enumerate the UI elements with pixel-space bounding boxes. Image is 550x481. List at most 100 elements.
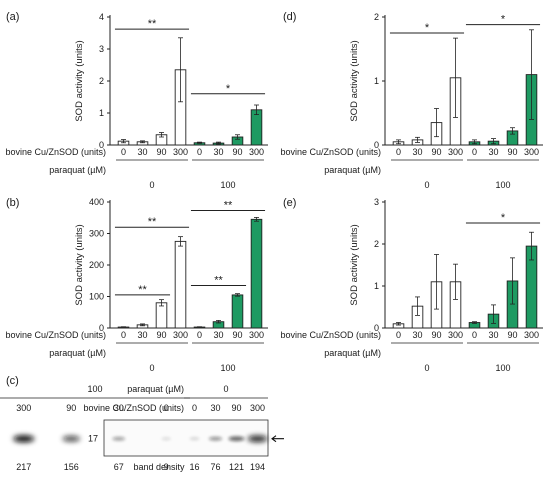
band-density-value-c: 121 [229, 462, 244, 472]
significance-mark-a: * [226, 83, 231, 95]
y-tick-label-b: 400 [89, 197, 104, 207]
band-density-value-c: 76 [210, 462, 220, 472]
y-tick-label-d: 0 [374, 140, 379, 150]
blot-band-c [208, 436, 223, 441]
blot-band-c [247, 435, 268, 442]
dose-label-a: 300 [249, 147, 264, 157]
dose-label-e: 300 [448, 330, 463, 340]
paraquat-group-label-d: 100 [495, 180, 510, 190]
dose-label-a: 90 [232, 147, 242, 157]
dose-label-b: 300 [249, 330, 264, 340]
dose-label-e: 90 [507, 330, 517, 340]
row-label-cuzn-d: bovine Cu/ZnSOD (units) [280, 147, 381, 157]
y-tick-label-a: 0 [99, 140, 104, 150]
dose-label-e: 0 [472, 330, 477, 340]
dose-label-e: 300 [524, 330, 539, 340]
blot-band-c [13, 435, 35, 443]
y-tick-label-b: 0 [99, 323, 104, 333]
dose-label-d: 0 [472, 147, 477, 157]
significance-mark-d: * [501, 14, 506, 26]
bar-b-pq0-dose300 [174, 240, 187, 329]
significance-mark-b: ** [148, 216, 157, 228]
blot-band-c [62, 435, 81, 442]
row-label-cuzn-a: bovine Cu/ZnSOD (units) [5, 147, 106, 157]
y-tick-label-e: 0 [374, 323, 379, 333]
row-label-paraquat-a: paraquat (µM) [49, 165, 106, 175]
paraquat-group-label-a: 100 [220, 180, 235, 190]
y-tick-label-a: 3 [99, 44, 104, 54]
dose-label-c: 300 [16, 403, 31, 413]
band-density-value-c: 217 [16, 462, 31, 472]
panel-label-b: (b) [6, 197, 19, 209]
dose-label-d: 300 [448, 147, 463, 157]
paraquat-group-label-a: 0 [149, 180, 154, 190]
blot-band-c [161, 437, 171, 440]
dose-label-c: 0 [192, 403, 197, 413]
paraquat-group-label-c: 0 [223, 384, 228, 394]
significance-mark-b: ** [138, 284, 147, 296]
panel-label-d: (d) [283, 11, 296, 23]
dose-label-a: 0 [197, 147, 202, 157]
paraquat-group-label-b: 100 [220, 363, 235, 373]
significance-mark-e: * [501, 212, 506, 224]
row-label-cuzn-e: bovine Cu/ZnSOD (units) [280, 330, 381, 340]
dose-label-b: 0 [121, 330, 126, 340]
paraquat-group-label-e: 100 [495, 363, 510, 373]
y-tick-label-b: 300 [89, 229, 104, 239]
mw-marker-c: 17 [88, 434, 98, 444]
bar-b-pq100-dose300 [250, 218, 263, 329]
dose-label-a: 90 [156, 147, 166, 157]
y-tick-label-e: 2 [374, 239, 379, 249]
significance-mark-b: ** [224, 200, 233, 212]
y-axis-label-a: SOD activity (units) [74, 40, 85, 121]
dose-label-a: 30 [213, 147, 223, 157]
y-axis-label-e: SOD activity (units) [349, 224, 360, 305]
row-label-cuzn-b: bovine Cu/ZnSOD (units) [5, 330, 106, 340]
dose-label-a: 30 [137, 147, 147, 157]
dose-label-e: 0 [396, 330, 401, 340]
dose-label-c: 300 [250, 403, 265, 413]
band-density-value-c: 9 [164, 462, 169, 472]
row-label-paraquat-e: paraquat (µM) [324, 348, 381, 358]
dose-label-c: 0 [164, 403, 169, 413]
band-density-value-c: 16 [189, 462, 199, 472]
dose-label-d: 90 [431, 147, 441, 157]
dose-label-b: 30 [137, 330, 147, 340]
dose-label-a: 300 [173, 147, 188, 157]
band-density-value-c: 156 [64, 462, 79, 472]
dose-label-c: 90 [66, 403, 76, 413]
y-tick-label-b: 200 [89, 260, 104, 270]
paraquat-group-label-c: 100 [87, 384, 102, 394]
dose-label-d: 300 [524, 147, 539, 157]
paraquat-group-label-e: 0 [424, 363, 429, 373]
row-label-paraquat-c: paraquat (µM) [127, 384, 184, 394]
band-density-value-c: 67 [114, 462, 124, 472]
dose-label-a: 0 [121, 147, 126, 157]
y-axis-label-b: SOD activity (units) [74, 224, 85, 305]
dose-label-c: 30 [210, 403, 220, 413]
panel-label-e: (e) [283, 197, 296, 209]
y-tick-label-a: 2 [99, 76, 104, 86]
dose-label-e: 30 [412, 330, 422, 340]
dose-label-e: 30 [488, 330, 498, 340]
dose-label-c: 90 [231, 403, 241, 413]
paraquat-group-label-d: 0 [424, 180, 429, 190]
y-tick-label-e: 1 [374, 281, 379, 291]
band-density-value-c: 194 [250, 462, 265, 472]
panel-label-a: (a) [6, 11, 19, 23]
dose-label-b: 30 [213, 330, 223, 340]
band-arrow-c [271, 435, 284, 443]
dose-label-d: 30 [412, 147, 422, 157]
dose-label-b: 300 [173, 330, 188, 340]
y-tick-label-d: 2 [374, 12, 379, 22]
dose-label-e: 90 [431, 330, 441, 340]
bar-a-pq100-dose300 [250, 109, 263, 146]
bar-b-pq100-dose90 [231, 294, 244, 329]
significance-mark-b: ** [214, 274, 223, 286]
panel-label-c: (c) [6, 375, 19, 387]
row-label-paraquat-b: paraquat (µM) [49, 348, 106, 358]
paraquat-group-label-b: 0 [149, 363, 154, 373]
blot-band-c [112, 436, 126, 441]
dose-label-b: 90 [156, 330, 166, 340]
